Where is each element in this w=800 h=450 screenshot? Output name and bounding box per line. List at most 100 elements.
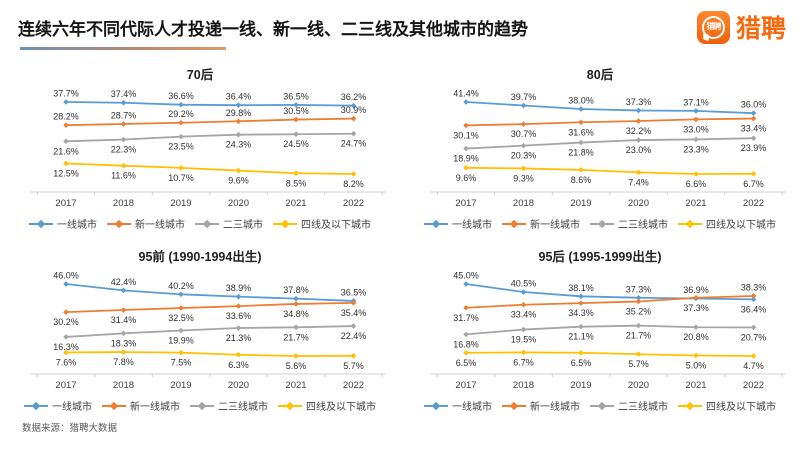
data-label: 23.5% [168,142,194,152]
legend-item: 四线及以下城市 [678,398,776,413]
chart-3: 95前 (1990-1994出生) 2017 2018 2019 2020 2021 202… [0,238,400,420]
data-point-marker [635,118,642,124]
data-point-marker [520,301,527,308]
data-label: 9.6% [228,176,249,186]
logo-bubble-text: 猎聘 [706,22,721,31]
data-point-marker [293,301,299,307]
data-label: 21.6% [53,146,79,156]
chart-legend: 一线城市 新一线城市 二三线城市 四线及以下城市 [400,216,800,231]
data-label: 36.5% [341,287,367,297]
x-tick-label: 2021 [285,198,306,209]
data-label: 36.5% [283,91,309,101]
data-label: 21.7% [283,332,309,342]
data-label: 33.4% [741,124,767,134]
data-label: 18.9% [453,154,479,164]
data-point-marker [293,324,299,331]
x-tick-label: 2021 [685,380,706,391]
legend-line-diamond-icon [195,219,219,228]
data-point-marker [463,145,469,152]
data-label: 8.2% [343,179,364,189]
legend-line-diamond-icon [24,401,48,410]
data-label: 5.6% [286,361,307,371]
data-source: 数据来源：猎聘大数据 [22,423,118,434]
data-point-marker [178,119,184,126]
legend-line-diamond-icon [29,219,53,228]
data-point-marker [178,291,184,298]
data-point-marker [350,130,357,137]
x-tick-label: 2017 [55,198,76,209]
data-point-marker [463,99,469,105]
data-point-marker [635,137,642,143]
data-label: 40.2% [168,281,194,291]
data-point-marker [693,352,699,359]
data-point-marker [578,300,584,306]
chart-legend: 一线城市 新一线城市 二三线城市 四线及以下城市 [400,398,800,413]
data-label: 34.3% [568,308,594,318]
page-title: 连续六年不同代际人才投递一线、新一线、二三线及其他城市的趋势 [18,20,528,39]
x-tick-label: 2022 [743,380,764,391]
data-label: 31.7% [453,313,479,323]
data-point-marker [520,349,527,356]
x-tick-label: 2018 [113,198,134,209]
data-point-marker [63,160,69,167]
chart-1: 70后 2017 2018 2019 2020 2021 2022 37.7% 37.4% 36.… [0,56,400,238]
data-point-marker [578,349,584,356]
data-point-marker [693,294,699,301]
data-label: 38.0% [568,96,594,106]
data-label: 36.4% [226,92,252,102]
x-tick-label: 2021 [685,198,706,209]
data-label: 19.9% [168,336,194,346]
data-point-marker [350,300,357,306]
data-label: 7.4% [628,177,649,187]
legend-label: 二三线城市 [618,402,668,413]
chart-2: 80后 2017 2018 2019 2020 2021 2022 41.4% 39.7% 38.… [400,56,800,238]
chart-title: 95后 (1995-1999出生) [538,250,662,264]
chart-title: 95前 (1990-1994出生) [138,250,262,264]
data-point-marker [235,131,242,138]
data-point-marker [178,327,184,334]
data-point-marker [178,133,184,140]
data-point-marker [693,108,699,114]
data-point-marker [120,349,127,355]
x-tick-label: 2018 [513,198,534,209]
legend-label: 新一线城市 [130,402,180,413]
data-point-marker [750,353,757,359]
data-point-marker [178,305,184,311]
data-label: 16.8% [453,339,479,349]
charts-grid: 70后 2017 2018 2019 2020 2021 2022 37.7% 37.4% 36.… [0,56,800,420]
data-point-marker [235,167,242,174]
data-label: 35.4% [341,308,367,318]
legend-line-diamond-icon [273,219,297,228]
data-point-marker [120,307,127,313]
data-label: 39.7% [511,92,537,102]
data-point-marker [350,353,357,359]
data-label: 29.8% [226,108,252,118]
data-point-marker [635,107,642,114]
legend-item: 新一线城市 [102,398,180,413]
legend-label: 新一线城市 [135,220,185,231]
x-tick-label: 2017 [455,198,476,209]
data-label: 6.5% [571,358,592,368]
data-point-marker [235,303,242,309]
legend-line-diamond-icon [678,219,702,228]
legend-item: 二三城市 [195,216,263,231]
x-tick-label: 2022 [743,198,764,209]
data-label: 24.3% [226,140,252,150]
legend-label: 新一线城市 [530,220,580,231]
data-point-marker [693,324,699,331]
data-point-marker [578,119,584,126]
data-label: 21.7% [626,331,652,341]
data-point-marker [578,139,584,146]
legend-line-diamond-icon [278,401,302,410]
data-label: 36.4% [741,304,767,314]
legend-line-diamond-icon [502,401,526,410]
data-point-marker [463,349,469,356]
data-point-marker [578,106,584,112]
data-point-marker [120,162,127,169]
x-tick-label: 2018 [513,380,534,391]
data-label: 24.5% [283,139,309,149]
legend-label: 新一线城市 [530,402,580,413]
x-tick-label: 2022 [343,380,364,391]
x-tick-label: 2022 [343,198,364,209]
legend-label: 四线及以下城市 [706,220,776,231]
